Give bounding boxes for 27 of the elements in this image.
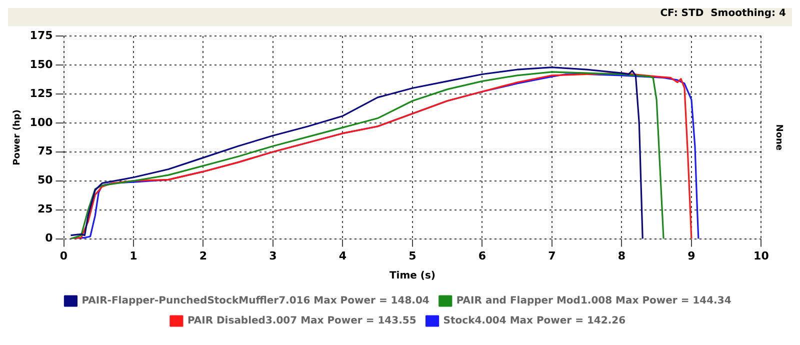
y-tick-label: 0 [45,232,54,245]
y-tick-label: 25 [37,202,53,216]
x-tick-label: 7 [548,249,556,262]
y-tick-label: 50 [37,174,54,187]
x-tick-label: 0 [60,249,68,262]
x-tick-label: 9 [688,249,696,262]
x-tick-label: 10 [754,249,770,262]
y2-axis-title: None [773,124,784,151]
legend-label: PAIR Disabled3.007 Max Power = 143.55 [187,316,416,327]
x-tick-label: 8 [618,249,626,262]
y-tick-label: 150 [30,58,54,71]
x-axis-title: Time (s) [389,270,436,282]
y-tick-label: 125 [30,86,53,100]
y-tick-label: 100 [30,116,54,129]
x-tick-label: 3 [269,249,277,262]
x-tick-label: 6 [478,249,486,262]
y-tick-label: 175 [30,28,53,42]
legend-label: Stock4.004 Max Power = 142.26 [443,316,626,327]
legend-label: PAIR and Flapper Mod1.008 Max Power = 144.34 [456,296,732,307]
x-tick-label: 4 [338,249,347,262]
x-tick-label: 5 [408,249,416,262]
y-tick-label: 75 [37,144,53,158]
x-tick-label: 1 [130,249,138,262]
y-axis-title: Power (hp) [12,109,23,166]
legend-label: PAIR-Flapper-PunchedStockMuffler7.016 Max Power = 148.04 [82,296,430,307]
text: CF: STD Smoothing: 4 [660,8,786,21]
x-tick-label: 2 [199,249,208,262]
